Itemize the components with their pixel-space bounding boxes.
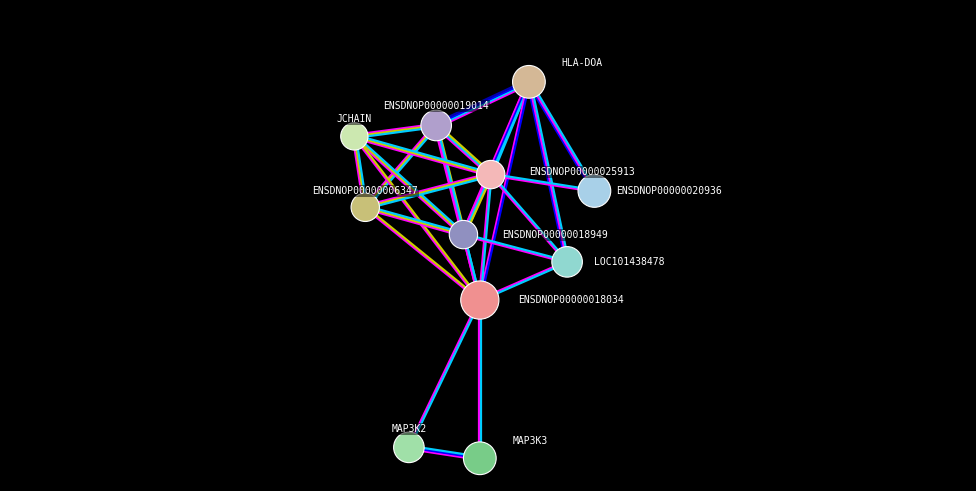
Circle shape	[461, 281, 499, 319]
Text: HLA-DOA: HLA-DOA	[561, 58, 603, 68]
Text: ENSDNOP00000020936: ENSDNOP00000020936	[616, 186, 722, 196]
Text: ENSDNOP00000006347: ENSDNOP00000006347	[312, 186, 418, 196]
Circle shape	[476, 161, 505, 189]
Text: ENSDNOP00000025913: ENSDNOP00000025913	[529, 167, 634, 177]
Circle shape	[578, 175, 611, 207]
Text: ENSDNOP00000019014: ENSDNOP00000019014	[384, 101, 489, 111]
Text: LOC101438478: LOC101438478	[594, 257, 665, 267]
Circle shape	[341, 123, 368, 150]
Text: JCHAIN: JCHAIN	[337, 114, 372, 124]
Text: MAP3K2: MAP3K2	[391, 424, 427, 434]
Text: MAP3K3: MAP3K3	[512, 436, 548, 446]
Text: ENSDNOP00000018949: ENSDNOP00000018949	[502, 230, 607, 240]
Circle shape	[551, 246, 583, 277]
Circle shape	[449, 220, 477, 249]
Circle shape	[351, 193, 380, 221]
Circle shape	[393, 432, 425, 463]
Circle shape	[421, 110, 452, 141]
Circle shape	[464, 442, 496, 475]
Circle shape	[512, 65, 546, 98]
Text: ENSDNOP00000018034: ENSDNOP00000018034	[518, 295, 624, 305]
